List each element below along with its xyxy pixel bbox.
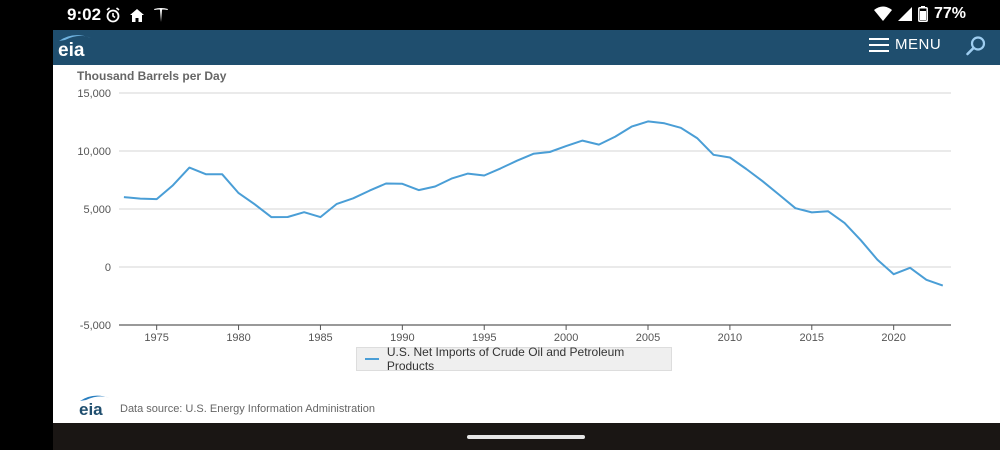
hamburger-icon [869, 37, 889, 52]
status-time: 9:02 [67, 5, 102, 24]
battery-percent: 77% [933, 5, 966, 22]
menu-button[interactable]: MENU [869, 36, 941, 53]
search-button[interactable] [965, 35, 987, 62]
x-tick-label: 1990 [390, 332, 414, 344]
tesla-icon [154, 8, 168, 22]
alarm-icon [106, 7, 120, 23]
eia-logo[interactable]: eia [55, 32, 95, 62]
chart-panel: 15,000 10,000 5,000 0 -5,000 1975 1980 1985 1990… [53, 65, 1000, 423]
x-tick-label: 2000 [554, 332, 578, 344]
phone-screen: 9:02 [53, 0, 1000, 450]
battery-icon [918, 6, 928, 22]
line-chart: 15,000 10,000 5,000 0 -5,000 1975 1980 1985 1990… [77, 88, 951, 344]
status-bar: 9:02 [53, 0, 1000, 30]
y-tick-label: -5,000 [80, 320, 111, 332]
navbar-logo-text: eia [58, 40, 85, 61]
status-icons-left [105, 6, 169, 24]
home-icon [130, 9, 144, 22]
x-tick-label: 1985 [308, 332, 332, 344]
footer-logo-text: eia [79, 400, 103, 419]
home-indicator[interactable] [467, 435, 585, 439]
legend-swatch [365, 358, 379, 360]
menu-label: MENU [895, 36, 942, 53]
status-right: 77% [873, 5, 966, 23]
x-tick-label: 1975 [144, 332, 168, 344]
x-tick-label: 1980 [226, 332, 250, 344]
y-tick-label: 5,000 [83, 204, 111, 216]
wifi-icon [873, 6, 892, 21]
x-tick-label: 2020 [881, 332, 905, 344]
y-tick-label: 10,000 [77, 146, 111, 158]
x-tick-label: 2005 [636, 332, 660, 344]
footer-eia-logo: eia [79, 395, 110, 419]
series-line [123, 120, 944, 287]
gesture-nav-bar [53, 423, 1000, 450]
data-source: Data source: U.S. Energy Information Adm… [120, 403, 375, 415]
y-tick-label: 15,000 [77, 88, 111, 100]
y-axis-title: Thousand Barrels per Day [77, 69, 227, 83]
signal-icon [897, 7, 912, 21]
legend-label: U.S. Net Imports of Crude Oil and Petrol… [386, 345, 625, 373]
x-tick-label: 1995 [472, 332, 496, 344]
search-icon [966, 36, 986, 56]
y-tick-label: 0 [105, 262, 111, 274]
navbar: eia MENU [53, 30, 1000, 65]
legend-item[interactable]: U.S. Net Imports of Crude Oil and Petrol… [356, 345, 672, 373]
x-tick-label: 2010 [718, 332, 742, 344]
x-tick-label: 2015 [800, 332, 824, 344]
